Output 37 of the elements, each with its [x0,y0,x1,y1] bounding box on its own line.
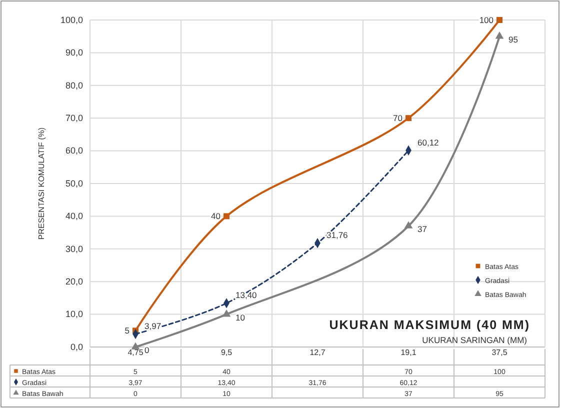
point [224,213,230,220]
text: 40 [211,211,220,222]
y-tick-label: 60,0 [65,146,83,156]
y-axis-title: PRESENTASI KOMULATIF (%) [37,127,46,240]
text: 31,76 [326,230,348,240]
text: 3,97 [144,321,162,332]
y-tick-label: 30,0 [65,244,83,254]
y-tick-label: 0,0 [70,342,83,352]
y-tick-label: 100,0 [60,14,83,25]
text: 100 [479,15,494,25]
point [496,17,502,23]
y-tick-label: 10,0 [65,309,83,320]
y-tick-label: 40,0 [65,211,83,222]
x-axis-title: UKURAN SARINGAN (MM) [422,335,528,345]
x-tick-label: 37,5 [492,348,508,357]
point [495,32,504,39]
point [222,309,231,317]
x-tick-label: 12,7 [310,348,326,357]
text: 60,12 [418,137,439,148]
y-tick-label: 90,0 [65,48,83,58]
point [406,115,412,122]
x-tick-label: 19,1 [400,348,417,357]
text: 95 [508,34,518,44]
text: 70 [393,113,402,124]
text: 0 [144,345,150,355]
text: 10 [236,312,245,322]
y-tick-label: 80,0 [65,80,83,90]
y-tick-label: 70,0 [65,112,83,123]
x-tick-label: 4,75 [128,348,144,357]
x-tick-label: 9,5 [220,348,233,357]
y-tick-label: 20,0 [65,276,83,286]
y-tick-label: 50,0 [65,178,83,188]
annotation: UKURAN MAKSIMUM (40 MM) [329,318,530,332]
text: 5 [124,326,130,336]
point [404,221,413,228]
text: 37 [418,224,427,234]
point [131,342,140,350]
